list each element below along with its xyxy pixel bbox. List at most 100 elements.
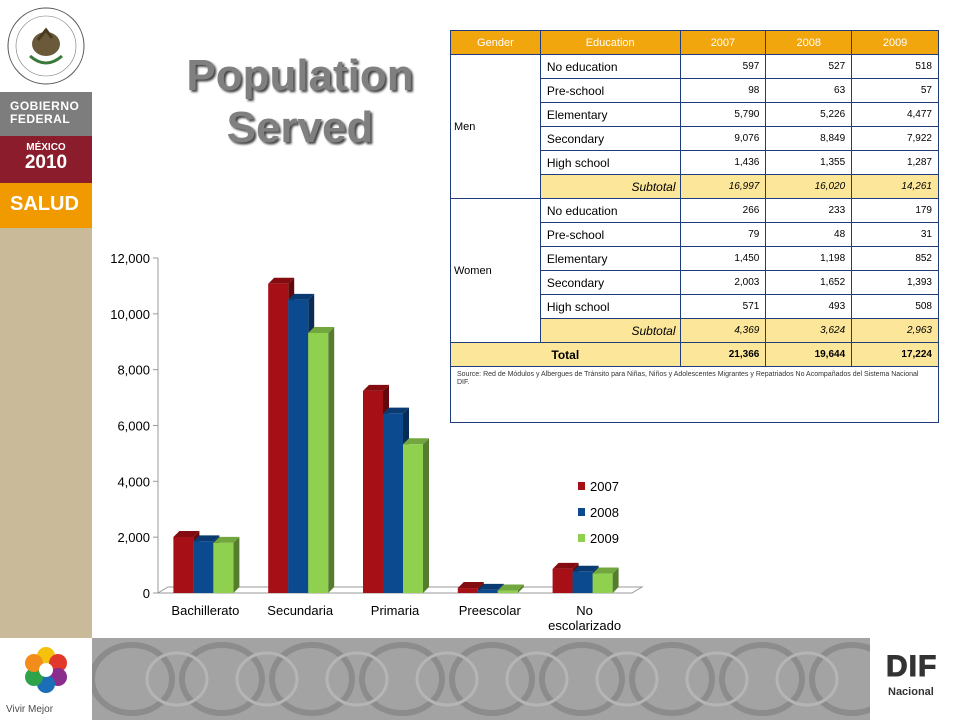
bar-2009-4 — [592, 573, 613, 593]
value-cell: 852 — [851, 246, 939, 271]
education-cell: High school — [539, 150, 681, 175]
value-cell: 2,003 — [679, 270, 767, 295]
vivir-mejor-label: Vivir Mejor — [6, 704, 54, 715]
bar-2008-1 — [288, 299, 309, 593]
y-tick-label: 2,000 — [117, 530, 150, 545]
subtotal-value: 16,997 — [679, 174, 767, 199]
table-row: Men No education 597 527 518 — [450, 54, 939, 199]
vivir-mejor-logo: Vivir Mejor — [0, 638, 92, 720]
education-cell: No education — [539, 198, 681, 223]
value-cell: 1,436 — [679, 150, 767, 175]
subtotal-row-men: Subtotal 16,997 16,020 14,261 — [451, 174, 939, 199]
table-header-row: Gender Education 2007 2008 2009 — [450, 30, 939, 55]
subtotal-row-women: Subtotal 4,369 3,624 2,963 — [451, 318, 939, 343]
legend-label: 2008 — [590, 505, 619, 520]
population-table: Gender Education 2007 2008 2009 Men No e… — [450, 30, 939, 423]
table-row: Elementary 5,790 5,226 4,477 — [451, 102, 939, 127]
value-cell: 63 — [765, 78, 853, 103]
page-title: Population Served — [150, 50, 450, 154]
bar-top — [477, 583, 504, 590]
header-2009: 2009 — [851, 30, 939, 55]
value-cell: 79 — [679, 222, 767, 247]
mexico-2010-logo: MÉXICO 2010 — [0, 136, 92, 183]
value-cell: 1,287 — [851, 150, 939, 175]
value-cell: 1,355 — [765, 150, 853, 175]
value-cell: 7,922 — [851, 126, 939, 151]
value-cell: 266 — [679, 198, 767, 223]
x-tick-label: Bachillerato — [171, 603, 239, 618]
legend-label: 2007 — [590, 479, 619, 494]
bar-top — [193, 535, 220, 542]
bar-side — [328, 326, 335, 593]
value-cell: 571 — [679, 294, 767, 319]
population-bar-chart: 0 2,000 4,000 6,000 8,000 10,000 12,000 Bachill… — [110, 251, 644, 633]
gobierno-federal-logo: GOBIERNO FEDERAL — [0, 92, 92, 136]
bar-2007-2 — [363, 390, 383, 593]
gobierno-line2: FEDERAL — [10, 112, 71, 126]
salud-logo: SALUD — [0, 183, 92, 228]
x-tick-label: escolarizado — [548, 618, 621, 633]
bar-top — [572, 565, 599, 572]
value-cell: 5,226 — [765, 102, 853, 127]
header-gender: Gender — [450, 30, 541, 55]
bar-side — [612, 567, 619, 593]
dif-title: DIF — [885, 650, 938, 684]
mexico-label: MÉXICO — [26, 142, 66, 153]
education-cell: Pre-school — [539, 222, 681, 247]
bar-2009-3 — [497, 590, 518, 593]
value-cell: 31 — [851, 222, 939, 247]
total-value: 19,644 — [765, 342, 853, 367]
source-row: Source: Red de Módulos y Albergues de Tr… — [450, 366, 939, 423]
legend-swatch-2008 — [578, 508, 585, 516]
value-cell: 5,790 — [679, 102, 767, 127]
bar-top — [552, 562, 579, 569]
value-cell: 1,198 — [765, 246, 853, 271]
subtotal-value: 4,369 — [679, 318, 767, 343]
bar-2008-0 — [193, 541, 214, 593]
legend-swatch-2009 — [578, 534, 585, 542]
subtotal-value: 14,261 — [851, 174, 939, 199]
mexico-seal-logo — [0, 0, 92, 92]
x-tick-label: Primaria — [371, 603, 420, 618]
bar-top — [497, 584, 524, 591]
value-cell: 527 — [765, 54, 853, 79]
y-tick-label: 4,000 — [117, 474, 150, 489]
value-cell: 233 — [765, 198, 853, 223]
value-cell: 493 — [765, 294, 853, 319]
value-cell: 48 — [765, 222, 853, 247]
x-tick-label: Secundaria — [267, 603, 334, 618]
bar-2009-1 — [308, 332, 329, 593]
bar-side — [423, 438, 429, 593]
value-cell: 1,450 — [679, 246, 767, 271]
value-cell: 98 — [679, 78, 767, 103]
value-cell: 179 — [851, 198, 939, 223]
education-cell: Elementary — [539, 102, 681, 127]
bar-top — [592, 567, 619, 574]
total-value: 17,224 — [851, 342, 939, 367]
x-tick-label: Preescolar — [459, 603, 522, 618]
dif-nacional-logo: DIF Nacional — [870, 638, 960, 720]
value-cell: 518 — [851, 54, 939, 79]
total-value: 21,366 — [679, 342, 767, 367]
seal-icon — [7, 7, 85, 85]
source-note: Source: Red de Módulos y Albergues de Tr… — [450, 366, 939, 423]
subtotal-value: 16,020 — [765, 174, 853, 199]
left-sidebar: GOBIERNO FEDERAL MÉXICO 2010 SALUD Vivir… — [0, 0, 92, 720]
bar-2007-1 — [268, 283, 289, 593]
header-2007: 2007 — [679, 30, 767, 55]
value-cell: 508 — [851, 294, 939, 319]
education-cell: Elementary — [539, 246, 681, 271]
header-education: Education — [539, 30, 681, 55]
table-row: Women No education 266 233 179 — [450, 198, 939, 343]
x-tick-label: No — [576, 603, 593, 618]
bar-top — [213, 536, 240, 543]
value-cell: 1,652 — [765, 270, 853, 295]
y-tick-label: 12,000 — [110, 251, 150, 266]
dif-subtitle: Nacional — [888, 686, 934, 698]
bar-top — [268, 277, 295, 284]
gender-cell-men: Men — [450, 54, 541, 199]
legend-label: 2009 — [590, 531, 619, 546]
header-2008: 2008 — [765, 30, 853, 55]
subtotal-label: Subtotal — [539, 174, 681, 199]
gobierno-line1: GOBIERNO — [10, 99, 80, 113]
